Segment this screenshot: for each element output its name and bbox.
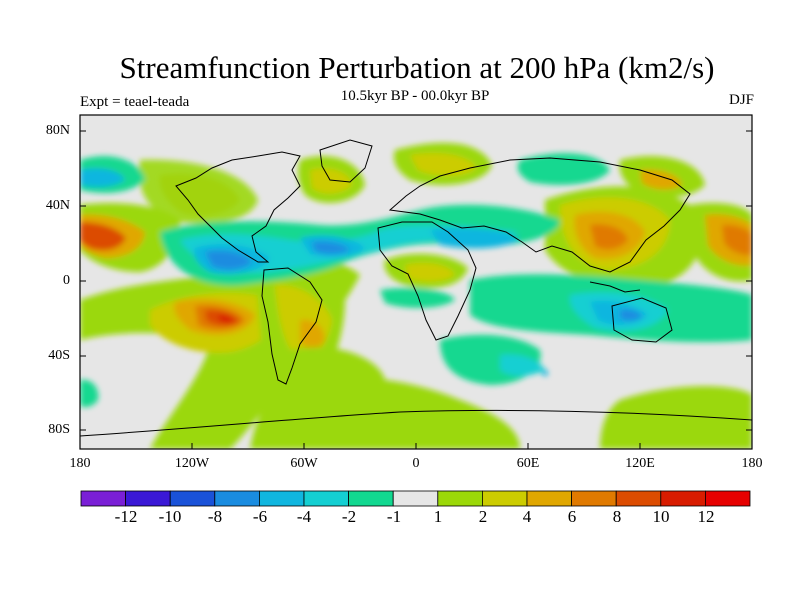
colorbar-label: -6 [252,507,268,526]
lon-tick-label: 120E [625,456,655,471]
colorbar-swatch [660,490,706,507]
colorbar-swatch [303,490,349,507]
coastline-antarctica [80,409,752,437]
colorbar-swatch [526,490,572,507]
coastline-africa [377,221,477,341]
colorbar-label: -4 [296,507,312,526]
contour-band [80,168,125,187]
contour-band [722,224,752,256]
coastline-indonesia [589,281,641,293]
colorbar-label: -12 [114,507,138,526]
colorbar-label: -8 [207,507,223,526]
contour-band [300,319,325,349]
coastline-greenland [319,139,373,183]
lon-tick-label: 180 [741,456,763,471]
colorbar-swatch [392,490,439,507]
contour-band [640,169,682,190]
coastlines [80,139,752,437]
colorbar-swatch [80,490,126,507]
contour-band [405,263,455,282]
coastline-australia [611,297,673,343]
colorbar-swatch [705,490,751,507]
lat-tick-label: 40S [48,348,70,363]
colorbar [80,490,751,507]
lat-tick-label: 80S [48,422,70,437]
coastline-eurasia [388,157,691,273]
coastline-north-america [175,151,301,263]
contour-band [312,241,350,254]
colorbar-swatch [437,490,483,507]
map-title: Streamfunction Perturbation at 200 hPa (… [119,50,715,85]
axis-ticks [80,130,752,449]
lat-tick-label: 0 [63,273,70,288]
lon-tick-label: 60E [516,456,540,471]
lat-tick-label: 80N [45,123,70,138]
lat-tick-label: 40N [45,198,70,213]
streamfunction-field [80,115,752,449]
colorbar-swatch [615,490,662,507]
map-subtitle: 10.5kyr BP - 00.0kyr BP [340,88,490,104]
colorbar-label: 1 [433,507,443,526]
contour-band [500,354,545,376]
colorbar-label: 2 [478,507,488,526]
lon-tick-label: 120W [174,456,210,471]
coastline-south-america [261,267,323,385]
experiment-label: Expt = teael-teada [80,94,190,110]
colorbar-label: -10 [158,507,182,526]
contour-band [80,222,126,251]
contour-band [620,309,642,321]
lon-tick-label: 0 [412,456,420,471]
colorbar-swatch [571,490,617,507]
contour-band [290,347,385,392]
colorbar-swatch [258,490,305,507]
contour-band [380,288,455,308]
colorbar-label: -1 [386,507,402,526]
contour-band [218,314,234,323]
colorbar-swatch [214,490,260,507]
contour-band [310,168,352,194]
colorbar-label: -2 [341,507,357,526]
colorbar-swatch [348,490,394,507]
contour-band [590,224,628,250]
colorbar-swatch [169,490,216,507]
lon-tick-label: 180 [69,456,91,471]
colorbar-label: 10 [652,507,670,526]
colorbar-swatch [125,490,171,507]
colorbar-swatch [481,490,528,507]
colorbar-label: 8 [612,507,622,526]
contour-band [205,250,252,270]
lon-tick-label: 60W [290,456,318,471]
contour-band [410,153,476,176]
contour-band [430,228,520,249]
season-label: DJF [728,92,754,108]
contour-band [600,386,752,449]
colorbar-label: 12 [697,507,715,526]
contour-band [138,159,258,224]
colorbar-label: 6 [567,507,577,526]
contour-band [80,379,99,408]
colorbar-label: 4 [522,507,532,526]
contour-band [542,370,548,376]
